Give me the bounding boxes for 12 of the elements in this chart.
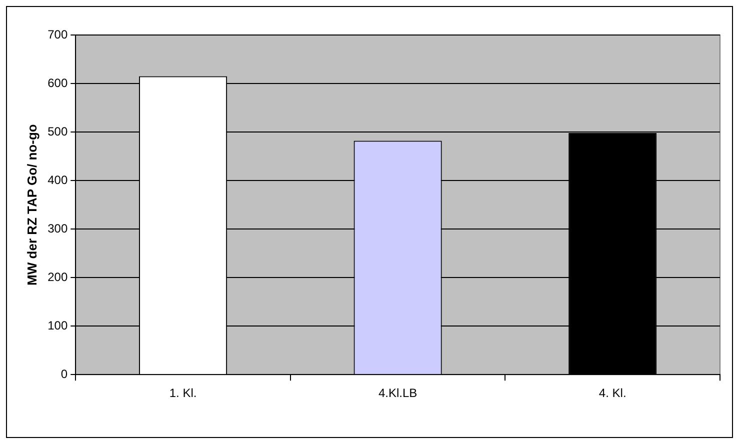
y-tick-label: 400 [48,172,68,187]
y-tick-label: 500 [48,124,68,138]
y-tick-label: 300 [48,221,68,236]
x-tick-label: 4.Kl.LB [378,386,418,400]
y-tick-label: 600 [48,76,68,90]
y-axis-title: MW der RZ TAP Go/ no-go [24,124,40,286]
y-tick-label: 100 [48,318,68,332]
y-tick-label: 700 [48,27,68,42]
x-tick-label: 1. Kl. [169,386,197,400]
y-tick-label: 0 [60,366,68,381]
y-tick-label: 200 [48,270,68,284]
x-tick-label: 4. Kl. [598,386,626,400]
